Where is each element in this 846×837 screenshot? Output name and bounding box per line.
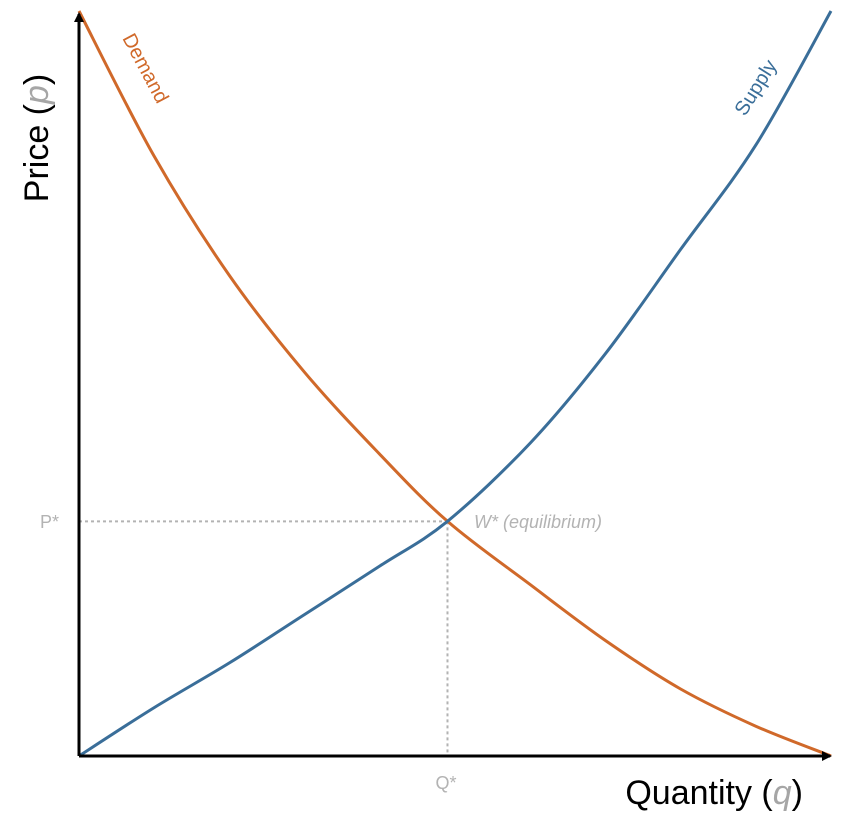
x-axis-title-suffix: )	[792, 774, 803, 812]
equilibrium-label: W* (equilibrium)	[474, 512, 602, 532]
y-axis-title-suffix: )	[18, 74, 56, 85]
x-axis-title: Quantity (q)	[625, 774, 803, 812]
y-axis-title: Price (p)	[18, 74, 56, 202]
x-axis-title-prefix: Quantity (	[625, 774, 773, 812]
y-axis-title-prefix: Price (	[18, 103, 56, 202]
q-star-label: Q*	[435, 773, 456, 793]
y-axis-variable: p	[18, 85, 56, 105]
supply-curve	[78, 10, 833, 758]
demand-curve-label: Demand	[118, 30, 173, 107]
supply-curve-label: Supply	[731, 56, 782, 120]
p-star-label: P*	[40, 512, 59, 532]
demand-curve	[77, 10, 832, 758]
x-axis-variable: q	[773, 774, 792, 812]
